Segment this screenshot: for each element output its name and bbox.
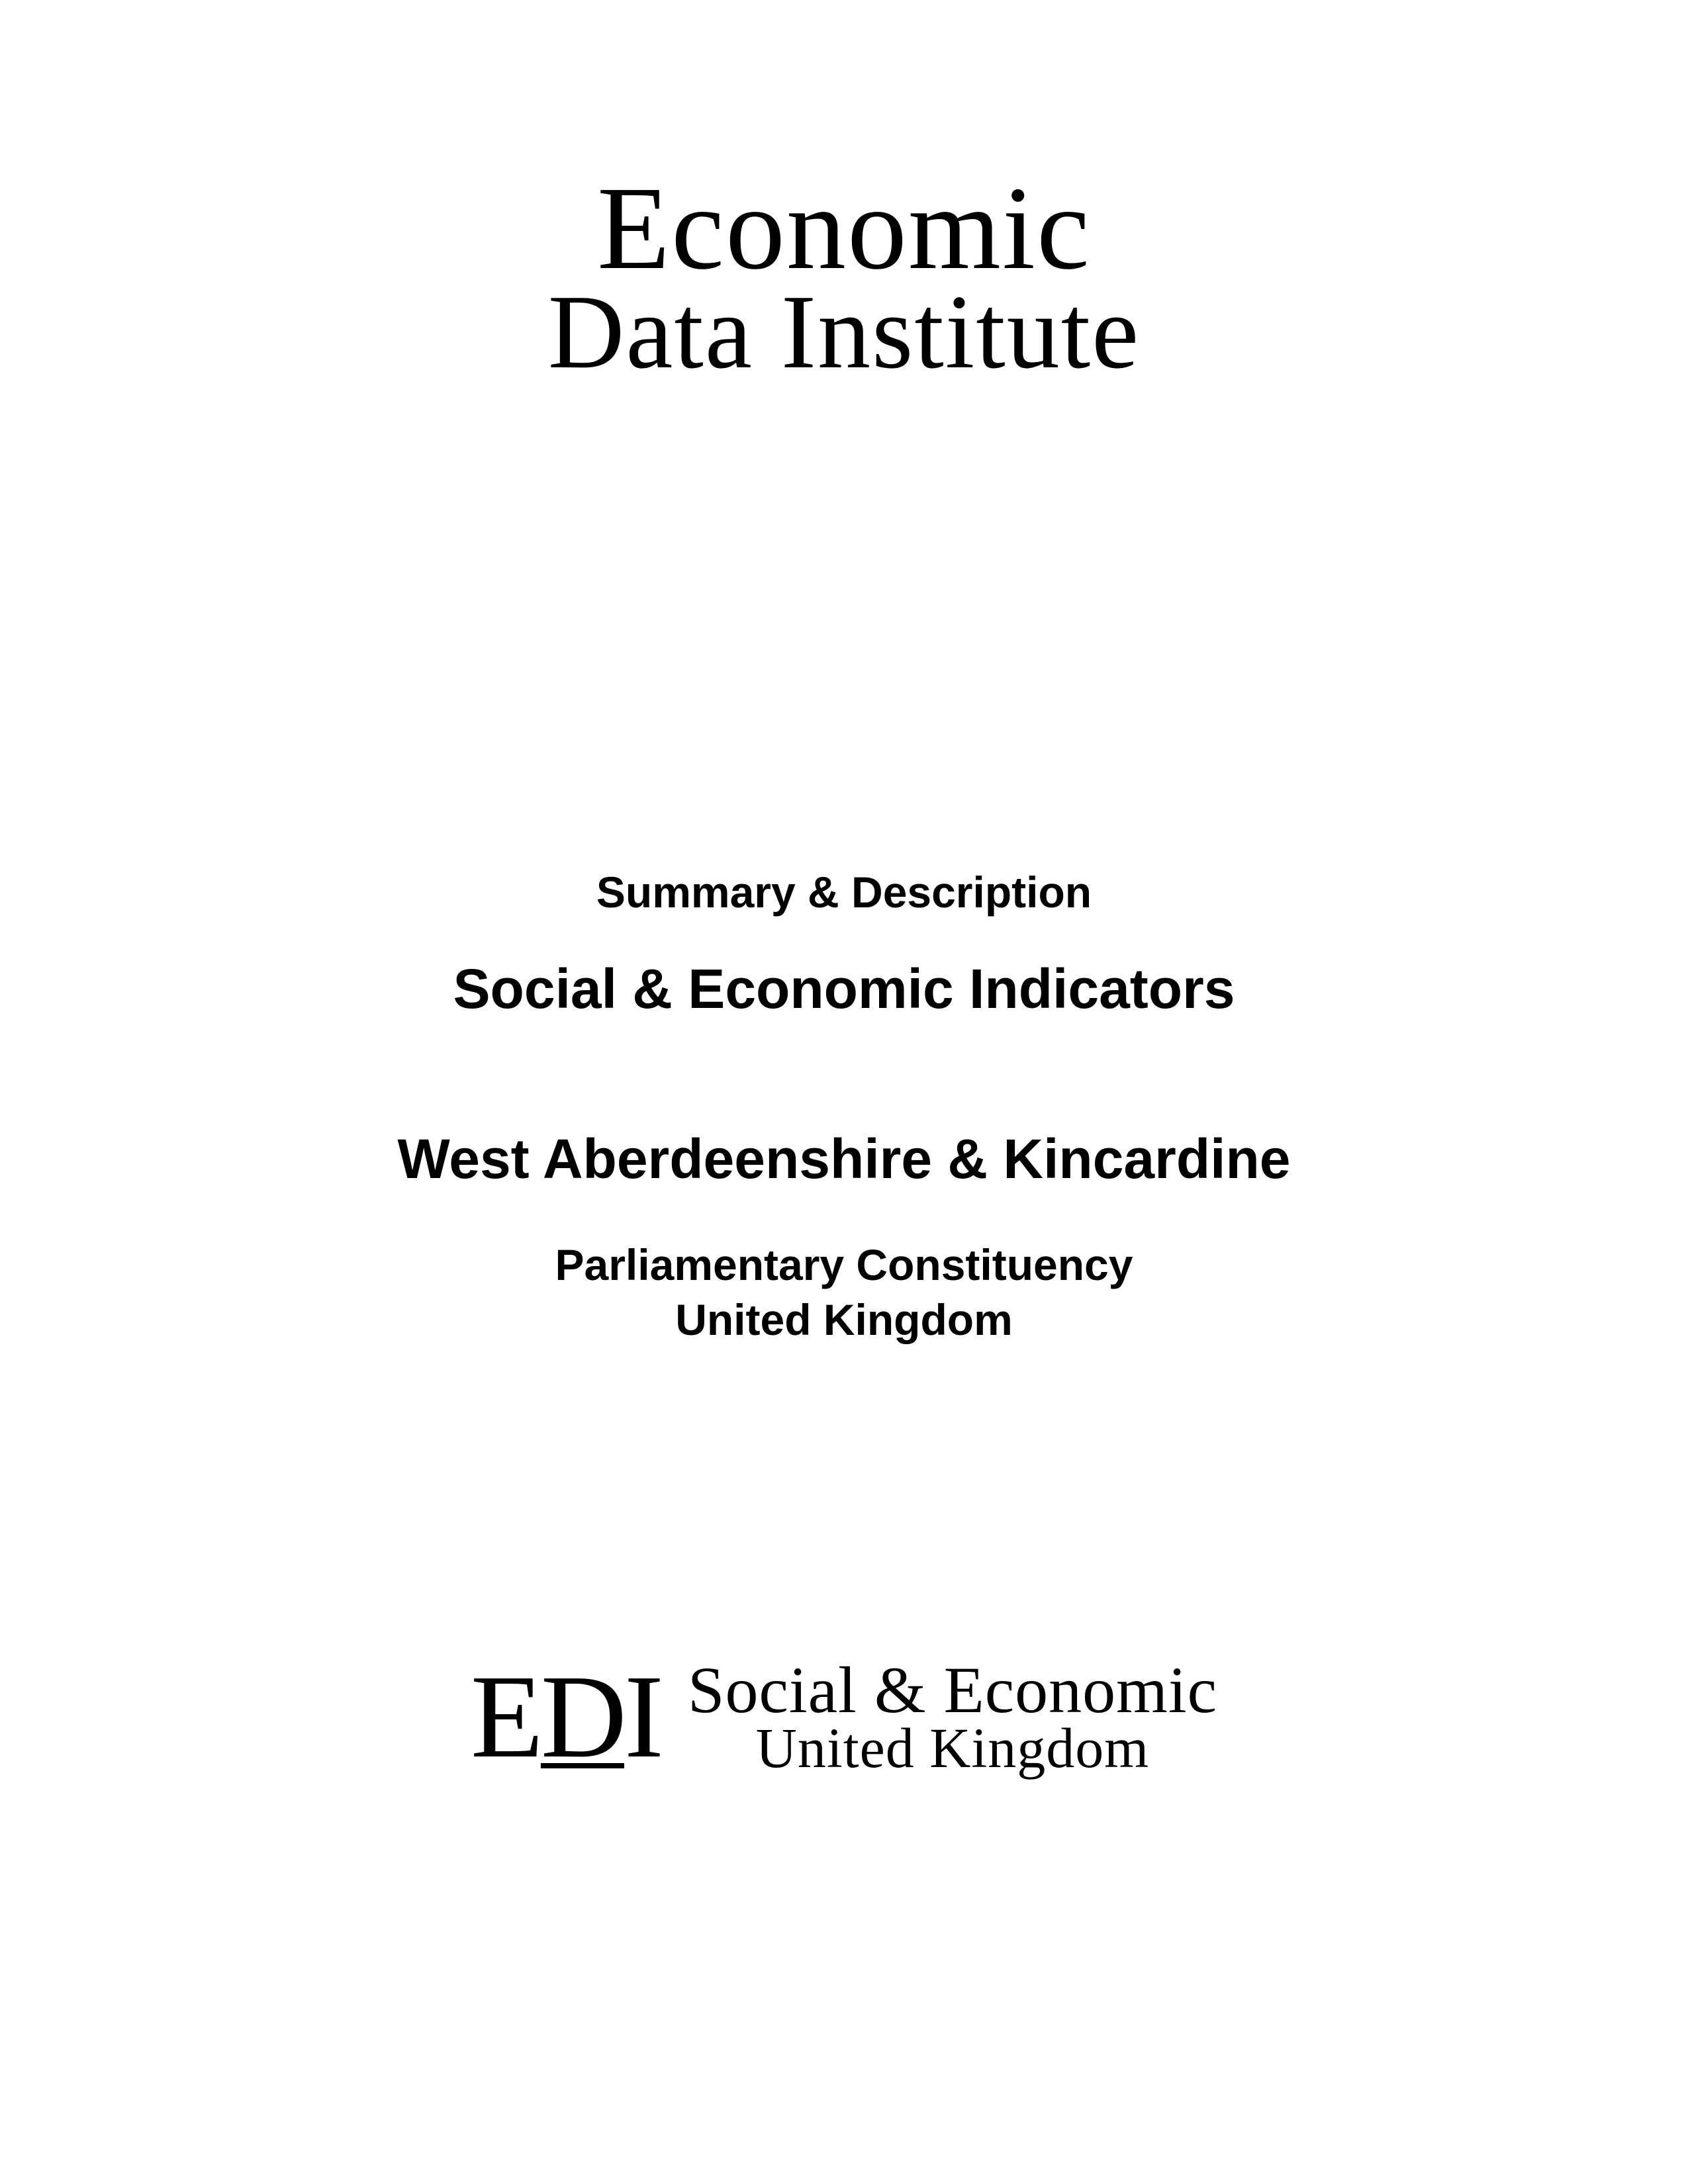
edi-text: Social & Economic United Kingdom bbox=[688, 1657, 1217, 1776]
top-logo-line2: Data Institute bbox=[0, 276, 1688, 387]
document-page: Economic Data Institute Summary & Descri… bbox=[0, 0, 1688, 2184]
edi-letter-e: E bbox=[471, 1648, 541, 1785]
country-label: United Kingdom bbox=[0, 1293, 1688, 1347]
edi-mark: EDI bbox=[471, 1648, 661, 1785]
top-logo: Economic Data Institute bbox=[0, 169, 1688, 387]
indicators-title: Social & Economic Indicators bbox=[0, 957, 1688, 1021]
summary-label: Summary & Description bbox=[0, 867, 1688, 917]
top-logo-line1: Economic bbox=[0, 169, 1688, 288]
edi-text-line1: Social & Economic bbox=[688, 1657, 1217, 1723]
region-title: West Aberdeenshire & Kincardine bbox=[0, 1127, 1688, 1191]
edi-text-line2: United Kingdom bbox=[688, 1719, 1217, 1776]
title-block: Summary & Description Social & Economic … bbox=[0, 867, 1688, 1347]
constituency-label: Parliamentary Constituency bbox=[0, 1238, 1688, 1293]
edi-letter-d: D bbox=[541, 1648, 624, 1785]
edi-letter-i: I bbox=[624, 1648, 661, 1785]
bottom-logo: EDI Social & Economic United Kingdom bbox=[0, 1648, 1688, 1785]
